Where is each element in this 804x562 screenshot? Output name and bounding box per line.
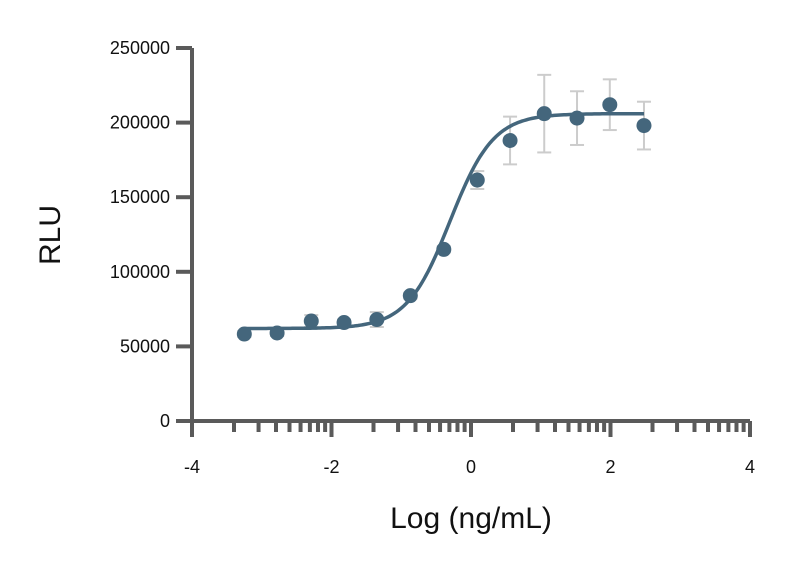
x-tick-label: -2 <box>323 457 339 477</box>
y-tick-label: 250000 <box>110 38 170 58</box>
data-point <box>636 118 652 134</box>
data-point <box>502 133 518 149</box>
data-point <box>369 312 385 328</box>
axes: 0 50000 100000 150000 200000 250000 -4 -2 0 2 4 <box>110 38 755 477</box>
data-point <box>536 106 552 122</box>
data-points <box>236 97 652 342</box>
data-point <box>569 110 585 126</box>
y-tick-label: 100000 <box>110 262 170 282</box>
data-point <box>303 313 319 329</box>
x-tick-label: 4 <box>745 457 755 477</box>
y-tick-label: 0 <box>160 411 170 431</box>
y-tick-label: 150000 <box>110 187 170 207</box>
y-tick-label: 50000 <box>120 336 170 356</box>
data-point <box>236 326 252 342</box>
x-tick-label: 2 <box>605 457 615 477</box>
data-point <box>402 288 418 304</box>
data-point <box>269 325 285 341</box>
data-point <box>469 172 485 188</box>
y-axis-title: RLU <box>34 205 67 265</box>
x-tick-label: 0 <box>466 457 476 477</box>
fit-curve <box>244 111 644 331</box>
x-tick-label: -4 <box>184 457 200 477</box>
x-axis-title: Log (ng/mL) <box>390 502 552 535</box>
y-tick-label: 200000 <box>110 113 170 133</box>
data-point <box>336 315 352 331</box>
data-point <box>602 97 618 113</box>
data-point <box>436 241 452 257</box>
